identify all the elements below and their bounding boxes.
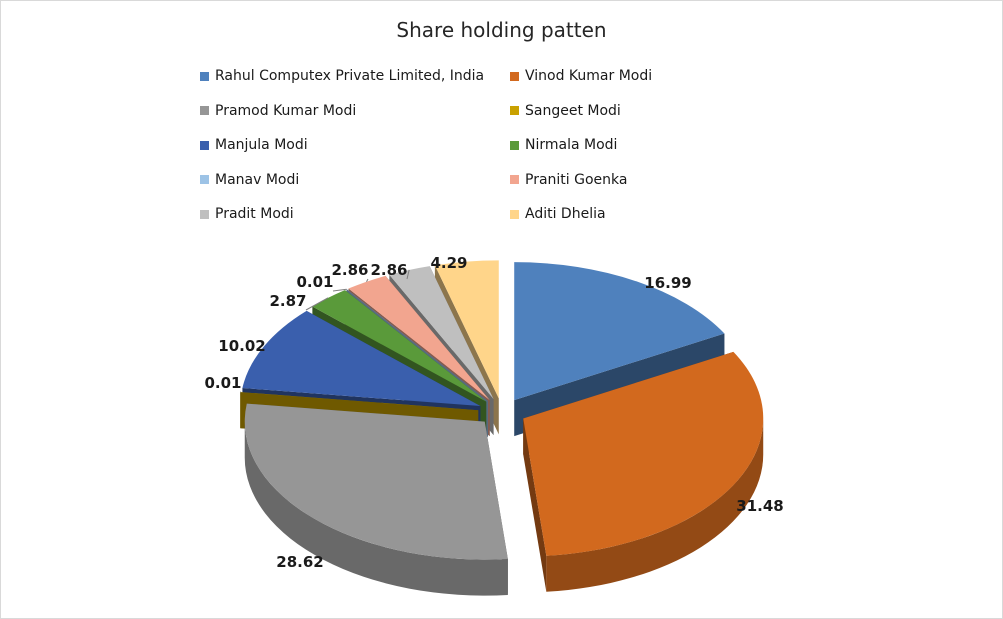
- data-label-vinod-kumar-modi: 31.48: [736, 497, 783, 515]
- legend-item-manjula-modi: Manjula Modi: [200, 135, 308, 155]
- legend-label: Sangeet Modi: [525, 102, 621, 119]
- legend-item-pradit-modi: Pradit Modi: [200, 204, 294, 224]
- legend-label: Rahul Computex Private Limited, India: [215, 68, 485, 84]
- data-label-nirmala-modi: 2.87: [269, 292, 306, 310]
- legend-item-manav-modi: Manav Modi: [200, 170, 299, 190]
- legend-label: Vinod Kumar Modi: [525, 68, 653, 84]
- data-label-pradit-modi: 2.86: [370, 261, 407, 279]
- legend-item-nirmala-modi: Nirmala Modi: [510, 135, 617, 155]
- legend-label: Aditi Dhelia: [525, 206, 606, 222]
- legend-swatch: [200, 140, 209, 150]
- legend-label: Manjula Modi: [215, 137, 308, 153]
- data-label-manav-modi: 0.01: [296, 273, 333, 291]
- data-label-praniti-goenka: 2.86: [331, 261, 368, 279]
- legend-swatch: [200, 71, 209, 81]
- legend-swatch: [200, 209, 209, 219]
- data-label-pramod-kumar-modi: 28.62: [276, 553, 323, 571]
- legend-swatch: [510, 140, 519, 150]
- data-label-rahul-computex-private-limited-india: 16.99: [644, 274, 691, 292]
- legend-swatch: [200, 106, 209, 115]
- legend-label: Praniti Goenka: [525, 171, 628, 188]
- leader-line: [366, 278, 369, 282]
- data-label-aditi-dhelia: 4.29: [430, 254, 467, 272]
- legend-swatch: [510, 175, 519, 184]
- chart-title: Share holding patten: [396, 18, 607, 42]
- legend-item-vinod-kumar-modi: Vinod Kumar Modi: [510, 66, 652, 86]
- legend-swatch: [510, 209, 519, 219]
- pie-slice-pramod-kumar-modi: [244, 403, 508, 596]
- leader-line: [305, 297, 329, 311]
- legend-item-pramod-kumar-modi: Pramod Kumar Modi: [200, 101, 356, 121]
- legend-swatch: [510, 71, 519, 81]
- legend-label: Pradit Modi: [215, 206, 294, 222]
- leader-line: [406, 269, 410, 280]
- legend-label: Pramod Kumar Modi: [215, 102, 357, 119]
- legend-swatch: [510, 106, 519, 115]
- data-label-sangeet-modi: 0.01: [204, 374, 241, 392]
- legend-item-rahul-computex-private-limited-india: Rahul Computex Private Limited, India: [200, 66, 484, 86]
- legend-swatch: [200, 175, 209, 184]
- leader-line: [332, 288, 347, 292]
- data-label-manjula-modi: 10.02: [218, 337, 265, 355]
- legend-label: Nirmala Modi: [525, 137, 618, 153]
- legend-label: Manav Modi: [215, 171, 300, 188]
- legend-item-praniti-goenka: Praniti Goenka: [510, 170, 627, 190]
- legend-item-aditi-dhelia: Aditi Dhelia: [510, 204, 606, 224]
- pie-slice-vinod-kumar-modi: [523, 351, 764, 592]
- legend-item-sangeet-modi: Sangeet Modi: [510, 101, 621, 121]
